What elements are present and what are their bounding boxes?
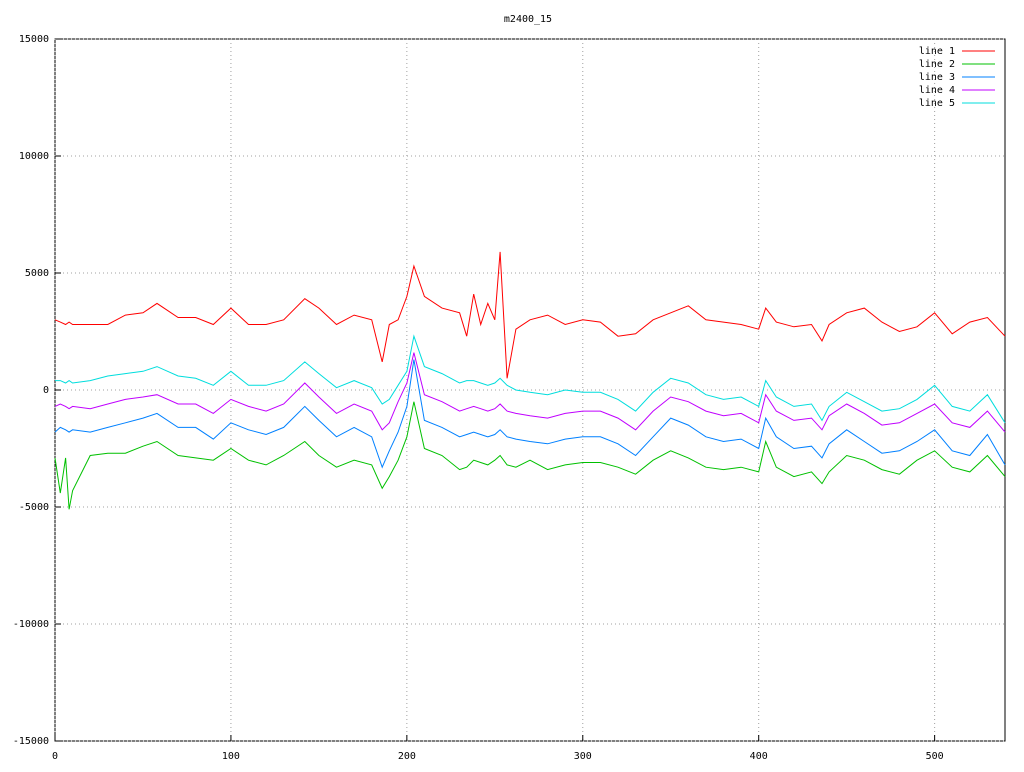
series-line — [55, 334, 1006, 424]
y-tick-label: 10000 — [19, 151, 49, 162]
x-tick-label: 0 — [52, 751, 58, 762]
y-tick-label: 0 — [43, 385, 49, 396]
y-tick-label: -15000 — [13, 736, 49, 747]
plot-border — [54, 38, 1006, 742]
y-tick-label: 15000 — [19, 34, 49, 45]
series-line — [54, 251, 1006, 379]
x-tick-label: 400 — [750, 751, 768, 762]
x-tick-label: 200 — [398, 751, 416, 762]
series-line — [54, 401, 1006, 510]
chart-title: m2400_15 — [504, 14, 552, 25]
series-line — [54, 352, 1006, 433]
y-tick-label: -5000 — [19, 502, 49, 513]
legend-label: line 1 — [919, 46, 955, 57]
x-tick-label: 500 — [926, 751, 944, 762]
x-tick-label: 300 — [574, 751, 592, 762]
legend-label: line 4 — [919, 85, 955, 96]
y-tick-label: 5000 — [25, 268, 49, 279]
series-line — [54, 359, 1006, 469]
legend-label: line 5 — [919, 98, 955, 109]
y-tick-label: -10000 — [13, 619, 49, 630]
legend-label: line 3 — [919, 72, 955, 83]
x-tick-label: 100 — [222, 751, 240, 762]
legend-label: line 2 — [919, 59, 955, 70]
